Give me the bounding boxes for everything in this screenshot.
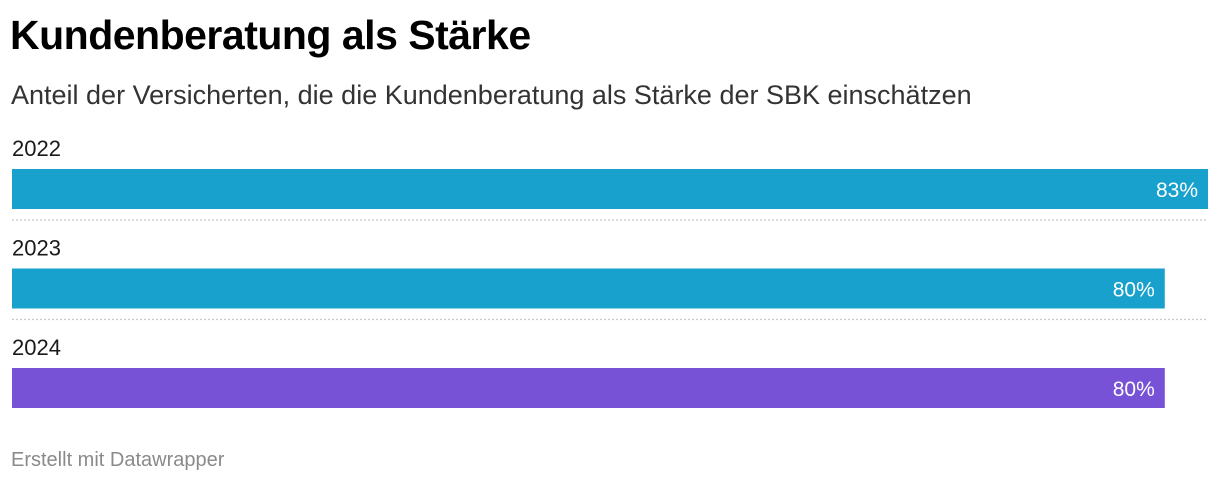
bar-2022 (12, 169, 1208, 209)
bar-2024 (12, 368, 1165, 408)
value-label: 80% (1113, 378, 1155, 401)
footer-credit: Erstellt mit Datawrapper (11, 449, 225, 471)
category-label: 2023 (12, 236, 61, 261)
value-label: 83% (1156, 179, 1198, 202)
bar-2023 (12, 268, 1165, 309)
category-label: 2024 (12, 335, 61, 360)
chart-title: Kundenberatung als Stärke (10, 12, 531, 58)
chart-subtitle: Anteil der Versicherten, die die Kundenb… (11, 80, 972, 110)
value-label: 80% (1113, 279, 1155, 302)
category-label: 2022 (12, 136, 61, 161)
